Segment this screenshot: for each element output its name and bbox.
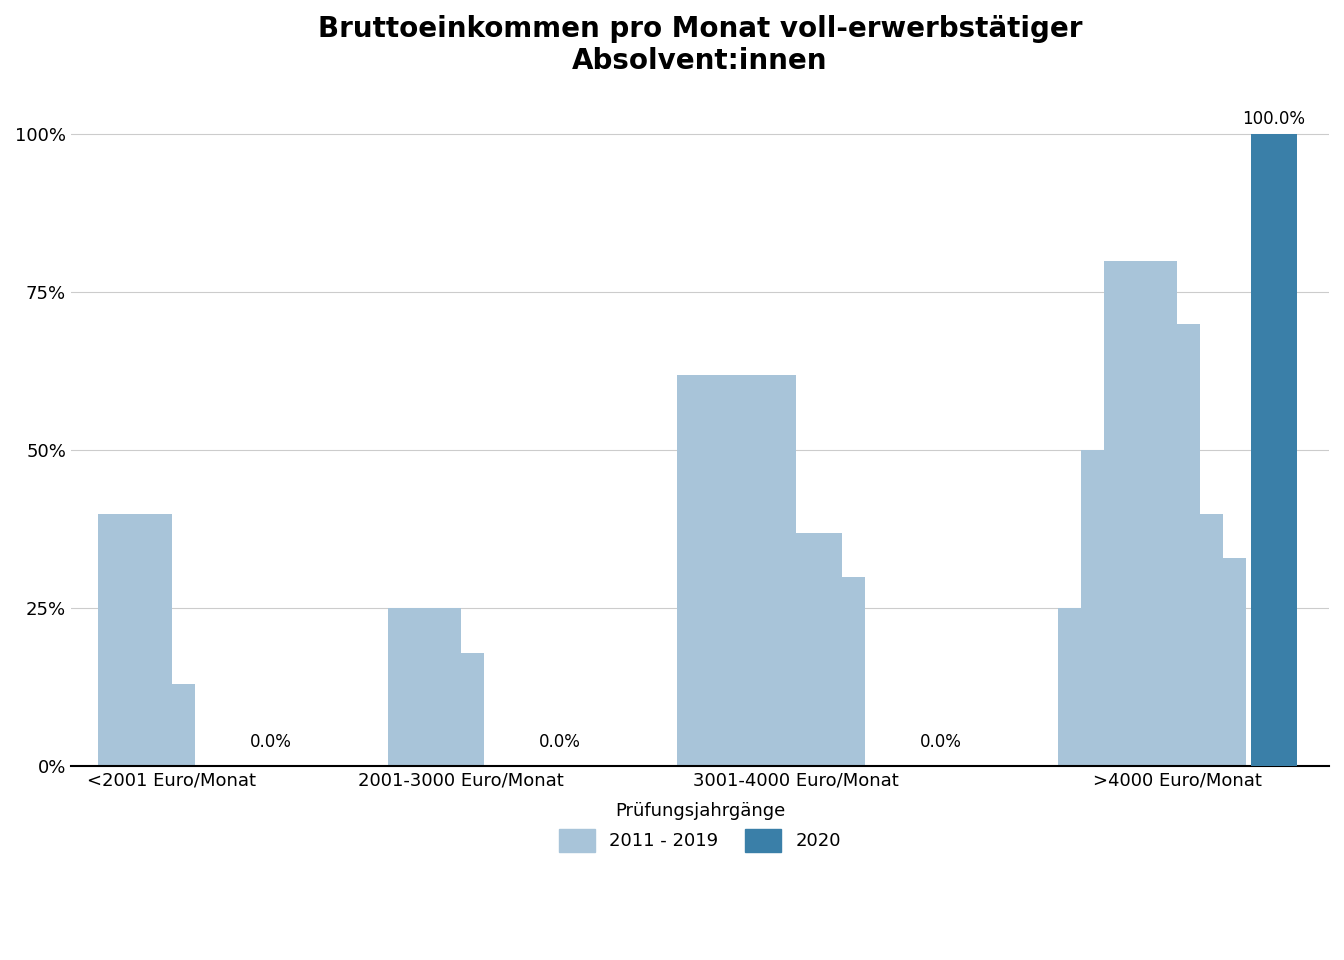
Bar [746, 640, 820, 766]
Text: 0.0%: 0.0% [921, 732, 962, 751]
Title: Bruttoeinkommen pro Monat voll-erwerbstätiger
Absolvent:innen: Bruttoeinkommen pro Monat voll-erwerbstä… [317, 15, 1082, 76]
Bar [677, 374, 750, 766]
Bar [1081, 450, 1154, 766]
Bar [792, 577, 866, 766]
Bar [700, 450, 773, 766]
Text: 0.0%: 0.0% [250, 732, 292, 751]
Bar [1058, 609, 1132, 766]
Bar [121, 684, 195, 766]
Bar [98, 514, 172, 766]
Bar [1150, 514, 1223, 766]
Bar [387, 609, 461, 766]
Bar [723, 374, 797, 766]
Bar [1103, 261, 1177, 766]
Text: 0.0%: 0.0% [539, 732, 581, 751]
Bar [1173, 558, 1246, 766]
Legend: 2011 - 2019, 2020: 2011 - 2019, 2020 [551, 795, 848, 859]
Text: 100.0%: 100.0% [1242, 110, 1305, 128]
Bar [769, 533, 843, 766]
Bar [1251, 134, 1297, 766]
Bar [1128, 324, 1200, 766]
Bar [411, 653, 484, 766]
